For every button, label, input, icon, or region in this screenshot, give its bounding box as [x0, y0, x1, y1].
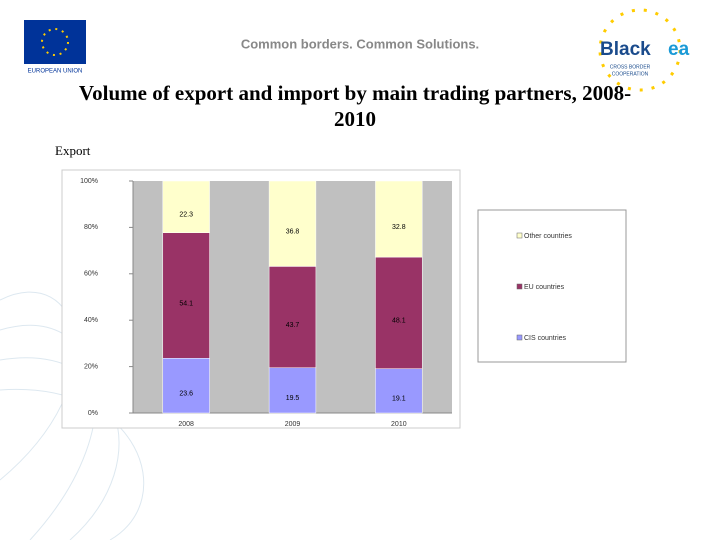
y-tick-label: 0% — [88, 410, 98, 417]
bar-segment — [162, 180, 210, 233]
logo-word: ea — [668, 39, 690, 60]
x-tick-label: 2009 — [285, 421, 301, 428]
bar-segment — [268, 266, 317, 369]
logo-line: CROSS BORDER — [610, 64, 651, 70]
legend — [477, 209, 627, 363]
data-label: 36.8 — [286, 229, 300, 236]
data-label: 43.7 — [286, 322, 300, 329]
bar-segment — [162, 232, 210, 359]
logo-line: COOPERATION — [612, 71, 649, 77]
legend-swatch — [516, 283, 523, 290]
y-tick-label: 80% — [84, 224, 98, 231]
legend-label: Other countries — [524, 233, 572, 240]
data-label: 19.5 — [286, 395, 300, 402]
data-label: 54.1 — [179, 300, 193, 307]
eu-label: EUROPEAN UNION — [28, 69, 83, 75]
legend-label: CIS countries — [524, 335, 567, 342]
bar-segment — [375, 368, 423, 414]
y-tick-label: 100% — [80, 178, 98, 185]
logo-word: Black — [600, 39, 651, 60]
title: Volume of export and import by main trad… — [78, 81, 632, 131]
bar-segment — [375, 256, 423, 369]
bar-segment — [162, 357, 210, 414]
data-label: 32.8 — [392, 224, 406, 231]
subtitle: Export — [55, 143, 91, 158]
bar-segment — [375, 180, 423, 258]
y-tick-label: 60% — [84, 271, 98, 278]
bar-segment — [268, 367, 317, 414]
eu-flag — [24, 20, 86, 64]
logo-stars — [598, 8, 682, 92]
x-tick-label: 2008 — [178, 421, 194, 428]
legend-label: EU countries — [524, 284, 565, 291]
slogan: Common borders. Common Solutions. — [241, 36, 479, 51]
data-label: 23.6 — [179, 390, 193, 397]
data-label: 22.3 — [179, 212, 193, 219]
y-tick-label: 20% — [84, 363, 98, 370]
legend-swatch — [516, 334, 523, 341]
legend-swatch — [516, 232, 523, 239]
data-label: 19.1 — [392, 396, 406, 403]
data-label: 48.1 — [392, 318, 406, 325]
y-tick-label: 40% — [84, 317, 98, 324]
x-tick-label: 2010 — [391, 421, 407, 428]
bar-segment — [268, 180, 317, 267]
